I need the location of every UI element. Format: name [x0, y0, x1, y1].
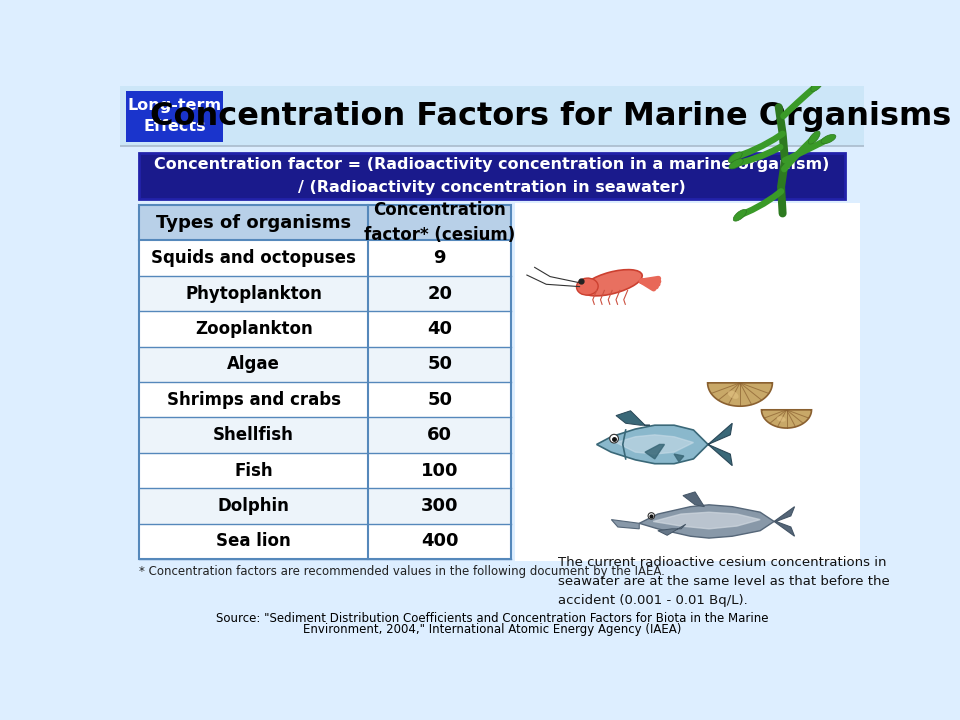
Ellipse shape [777, 416, 785, 422]
Ellipse shape [811, 79, 824, 91]
Polygon shape [616, 435, 693, 454]
Polygon shape [639, 505, 774, 538]
Bar [139, 276, 512, 311]
Ellipse shape [733, 210, 746, 221]
Ellipse shape [577, 278, 598, 295]
Ellipse shape [821, 135, 836, 144]
Text: 20: 20 [427, 284, 452, 302]
Polygon shape [708, 383, 773, 406]
Text: 50: 50 [427, 391, 452, 409]
Text: Algae: Algae [228, 356, 280, 374]
Bar [139, 205, 512, 559]
Polygon shape [683, 492, 705, 507]
Bar [126, 91, 223, 142]
Text: Fish: Fish [234, 462, 273, 480]
Bar [139, 311, 512, 346]
Bar [519, 202, 858, 562]
Text: Dolphin: Dolphin [218, 497, 290, 515]
Ellipse shape [610, 434, 618, 443]
Bar [139, 418, 512, 453]
Text: Types of organisms: Types of organisms [156, 214, 351, 232]
Bar [139, 240, 512, 276]
Polygon shape [674, 454, 684, 462]
Bar [139, 453, 512, 488]
Text: Squids and octopuses: Squids and octopuses [152, 249, 356, 267]
Ellipse shape [648, 513, 655, 519]
Polygon shape [708, 423, 732, 466]
Polygon shape [761, 410, 811, 428]
Ellipse shape [728, 390, 738, 399]
Text: Concentration factor = (Radioactivity concentration in a marine organism)
/ (Rad: Concentration factor = (Radioactivity co… [155, 156, 829, 195]
Bar [516, 204, 860, 561]
Text: The current radioactive cesium concentrations in
seawater are at the same level : The current radioactive cesium concentra… [558, 556, 890, 607]
Text: Phytoplankton: Phytoplankton [185, 284, 323, 302]
Text: 50: 50 [427, 356, 452, 374]
Bar [139, 346, 512, 382]
Ellipse shape [808, 131, 820, 144]
Text: 100: 100 [420, 462, 459, 480]
Polygon shape [653, 512, 760, 529]
Bar [139, 153, 845, 199]
Polygon shape [596, 426, 708, 464]
Text: Sea lion: Sea lion [216, 533, 291, 551]
Text: Environment, 2004," International Atomic Energy Agency (IAEA): Environment, 2004," International Atomic… [302, 623, 682, 636]
Text: Source: "Sediment Distribution Coefficients and Concentration Factors for Biota : Source: "Sediment Distribution Coefficie… [216, 612, 768, 625]
Polygon shape [774, 507, 795, 536]
Text: Shrimps and crabs: Shrimps and crabs [167, 391, 341, 409]
Text: Long-term
Effects: Long-term Effects [128, 99, 222, 135]
Ellipse shape [729, 159, 743, 169]
Text: Zooplankton: Zooplankton [195, 320, 313, 338]
Polygon shape [612, 520, 639, 529]
Bar [139, 205, 512, 240]
Bar [139, 488, 512, 523]
Bar [139, 382, 512, 418]
Text: 40: 40 [427, 320, 452, 338]
Text: Shellfish: Shellfish [213, 426, 294, 444]
Text: Concentration Factors for Marine Organisms: Concentration Factors for Marine Organis… [150, 101, 950, 132]
Bar [139, 523, 512, 559]
Text: 300: 300 [420, 497, 459, 515]
Bar [120, 86, 864, 146]
Polygon shape [616, 411, 650, 426]
Polygon shape [645, 444, 664, 459]
Polygon shape [658, 524, 685, 535]
Ellipse shape [729, 152, 742, 163]
Text: 60: 60 [427, 426, 452, 444]
Text: 400: 400 [420, 533, 459, 551]
Text: * Concentration factors are recommended values in the following document by the : * Concentration factors are recommended … [139, 565, 665, 578]
Text: 9: 9 [433, 249, 446, 267]
Text: Concentration
factor* (cesium): Concentration factor* (cesium) [364, 201, 516, 244]
Ellipse shape [582, 269, 642, 296]
